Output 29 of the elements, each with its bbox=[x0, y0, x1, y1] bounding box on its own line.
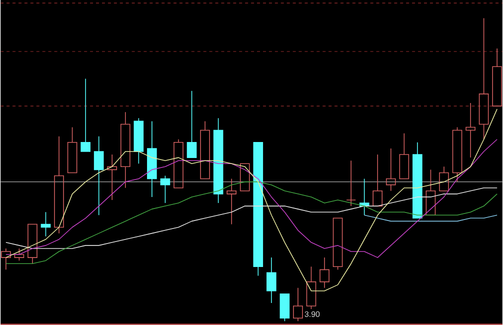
candlestick bbox=[253, 142, 264, 276]
candlestick bbox=[40, 212, 51, 237]
candlestick bbox=[200, 120, 210, 180]
candlestick bbox=[320, 257, 330, 288]
candlestick bbox=[28, 224, 38, 264]
candlestick bbox=[466, 102, 476, 158]
candlestick bbox=[293, 288, 303, 322]
candlestick bbox=[399, 133, 410, 180]
candlestick bbox=[147, 120, 157, 198]
candlestick bbox=[240, 163, 250, 192]
candlestick bbox=[67, 126, 78, 174]
candlestick bbox=[186, 90, 197, 158]
candlestick bbox=[386, 148, 396, 192]
candlestick bbox=[226, 178, 236, 225]
candlestick bbox=[266, 257, 276, 304]
candlestick bbox=[213, 118, 224, 204]
candlestick bbox=[80, 78, 90, 152]
candlestick bbox=[94, 136, 104, 216]
candlestick bbox=[492, 48, 502, 107]
candlestick bbox=[107, 154, 118, 200]
candlestick bbox=[478, 18, 489, 140]
candlestick bbox=[120, 112, 130, 188]
candlestick bbox=[1, 248, 11, 270]
candlestick bbox=[174, 139, 184, 188]
candlestick bbox=[372, 154, 383, 207]
candlestick bbox=[412, 142, 422, 219]
candlestick bbox=[439, 166, 449, 192]
candlestick bbox=[346, 160, 356, 207]
candlestick bbox=[54, 136, 64, 234]
